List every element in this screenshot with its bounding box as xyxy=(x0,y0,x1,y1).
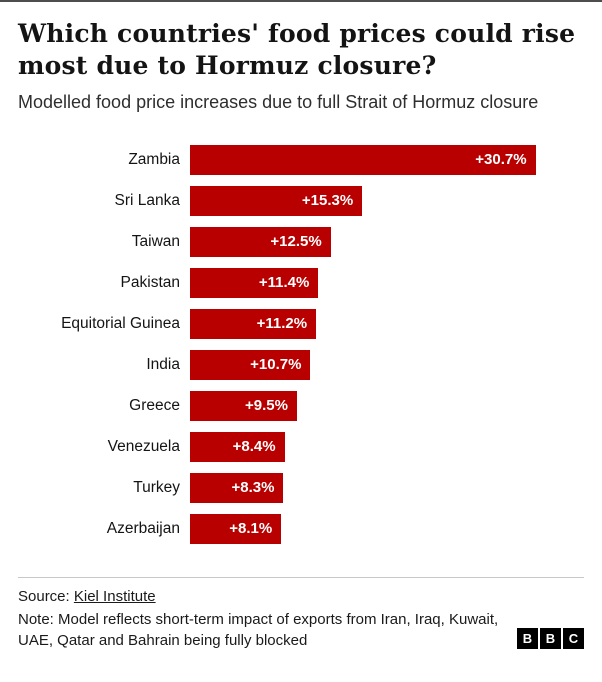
bbc-logo-letter: B xyxy=(540,628,561,650)
bar: +10.7% xyxy=(190,349,311,380)
note-row: Note: Model reflects short-term impact o… xyxy=(18,609,584,651)
value-label: +11.2% xyxy=(256,315,308,333)
value-label: +15.3% xyxy=(301,192,354,210)
bar-track: +8.4% xyxy=(190,431,584,462)
value-label: +10.7% xyxy=(250,356,302,374)
chart-row: Azerbaijan +8.1% xyxy=(18,508,584,549)
chart-row: Pakistan +11.4% xyxy=(18,262,584,303)
chart-row: India +10.7% xyxy=(18,344,584,385)
value-label: +30.7% xyxy=(475,151,527,169)
category-label: India xyxy=(146,355,180,373)
value-label: +8.1% xyxy=(229,520,273,538)
bar-track: +12.5% xyxy=(190,226,584,257)
bbc-logo: B B C xyxy=(517,628,584,651)
bar-track: +11.2% xyxy=(190,308,584,339)
chart-footer: Source: Kiel Institute Note: Model refle… xyxy=(18,577,584,651)
category-label: Pakistan xyxy=(120,273,180,291)
bar: +9.5% xyxy=(190,390,297,421)
chart-subtitle: Modelled food price increases due to ful… xyxy=(18,92,539,112)
category-label: Sri Lanka xyxy=(114,191,180,209)
bar-track: +15.3% xyxy=(190,185,584,216)
chart-row: Greece +9.5% xyxy=(18,385,584,426)
bar: +8.3% xyxy=(190,472,284,503)
chart-row: Venezuela +8.4% xyxy=(18,426,584,467)
bar-chart: Zambia +30.7% Sri Lanka +15.3% Taiwan +12.5% P… xyxy=(18,139,584,549)
source-prefix: Source: xyxy=(18,588,74,606)
bar: +8.1% xyxy=(190,513,282,544)
category-label: Greece xyxy=(129,396,180,414)
chart-row: Equitorial Guinea +11.2% xyxy=(18,303,584,344)
category-label: Equitorial Guinea xyxy=(61,314,180,332)
value-label: +8.4% xyxy=(232,438,276,456)
value-label: +12.5% xyxy=(270,233,322,251)
chart-row: Turkey +8.3% xyxy=(18,467,584,508)
bar: +15.3% xyxy=(190,185,363,216)
bar: +8.4% xyxy=(190,431,285,462)
bbc-logo-letter: C xyxy=(563,628,584,650)
value-label: +11.4% xyxy=(258,274,310,292)
source-line: Source: Kiel Institute xyxy=(18,586,584,607)
value-label: +9.5% xyxy=(244,397,288,415)
bar: +11.2% xyxy=(190,308,317,339)
bar: +12.5% xyxy=(190,226,331,257)
bar-track: +10.7% xyxy=(190,349,584,380)
note-text: Note: Model reflects short-term impact o… xyxy=(18,611,499,650)
chart-row: Zambia +30.7% xyxy=(18,139,584,180)
bar-track: +9.5% xyxy=(190,390,584,421)
bar: +30.7% xyxy=(190,144,536,175)
bar-track: +8.1% xyxy=(190,513,584,544)
bar-track: +11.4% xyxy=(190,267,584,298)
bar: +11.4% xyxy=(190,267,319,298)
category-label: Turkey xyxy=(133,478,180,496)
category-label: Zambia xyxy=(128,150,180,168)
category-label: Azerbaijan xyxy=(106,519,180,537)
chart-rows: Zambia +30.7% Sri Lanka +15.3% Taiwan +12.5% P… xyxy=(18,139,584,549)
bar-track: +8.3% xyxy=(190,472,584,503)
value-label: +8.3% xyxy=(231,479,275,497)
bbc-logo-letter: B xyxy=(517,628,538,650)
category-label: Taiwan xyxy=(131,232,180,250)
chart-row: Taiwan +12.5% xyxy=(18,221,584,262)
bar-track: +30.7% xyxy=(190,144,584,175)
category-label: Venezuela xyxy=(107,437,180,455)
page-title: Which countries' food prices could rise … xyxy=(18,19,576,80)
chart-row: Sri Lanka +15.3% xyxy=(18,180,584,221)
source-link[interactable]: Kiel Institute xyxy=(73,588,156,606)
